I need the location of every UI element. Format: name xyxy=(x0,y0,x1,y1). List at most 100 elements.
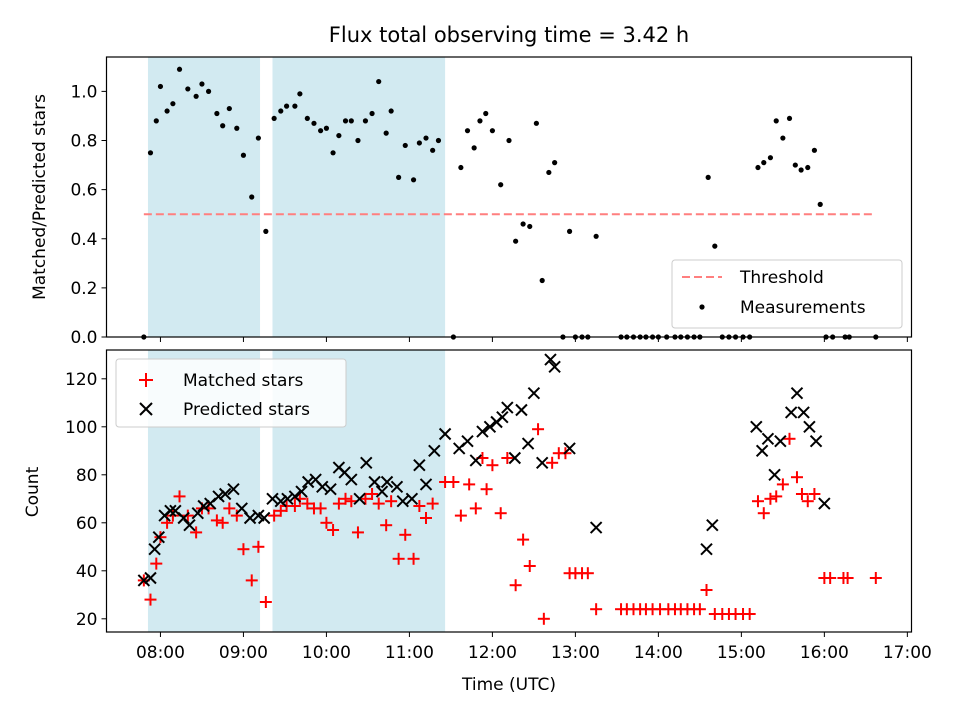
predicted-point xyxy=(809,434,823,448)
predicted-point xyxy=(755,444,769,458)
measurement-point xyxy=(396,174,402,180)
measurement-point xyxy=(383,130,389,136)
matched-point xyxy=(776,478,789,491)
matched-point xyxy=(801,495,814,508)
measurement-point xyxy=(430,147,436,153)
measurement-point xyxy=(388,108,394,114)
predicted-point xyxy=(197,499,210,513)
predicted-point xyxy=(496,410,509,424)
predicted-point xyxy=(324,482,337,496)
matched-point xyxy=(869,572,882,584)
threshold-legend-label: Threshold xyxy=(739,268,824,288)
predicted-point xyxy=(413,458,426,472)
measurement-point xyxy=(520,221,526,227)
measurement-point xyxy=(780,135,786,141)
measurement-point xyxy=(566,228,573,234)
matched-point xyxy=(494,507,507,520)
measurement-point xyxy=(546,169,552,176)
predicted-point xyxy=(476,425,489,438)
predicted-point xyxy=(803,420,816,434)
measurement-point xyxy=(249,194,255,200)
matched-point xyxy=(190,526,203,539)
measurement-point xyxy=(533,120,539,126)
measurement-point xyxy=(157,83,164,90)
top-y-axis: 0.0 0.2 0.4 0.6 0.8 1.0 xyxy=(70,82,107,348)
bottom-y-tick-label: 80 xyxy=(76,466,98,486)
measurement-point xyxy=(263,228,269,234)
matched-point xyxy=(537,612,550,625)
bottom-legend-box xyxy=(115,358,347,428)
matched-point xyxy=(345,495,358,508)
top-bands xyxy=(147,57,446,337)
measurement-point xyxy=(817,201,823,207)
matched-point xyxy=(743,608,756,620)
bottom-x-tick-label: 14:00 xyxy=(634,643,683,663)
predicted-point xyxy=(257,511,271,525)
predicted-series xyxy=(137,353,831,587)
top-x-ticks xyxy=(159,337,908,342)
matched-point xyxy=(351,526,364,539)
matched-point xyxy=(230,509,243,522)
matched-point xyxy=(532,423,545,436)
measurement-point xyxy=(255,135,261,141)
predicted-point xyxy=(818,497,831,510)
matched-point xyxy=(372,497,385,510)
predicted-point xyxy=(288,490,302,503)
observing-band-2 xyxy=(272,57,446,337)
predicted-point xyxy=(360,456,373,470)
measurement-point xyxy=(164,108,170,114)
matched-point xyxy=(327,524,340,536)
matched-point xyxy=(790,471,803,484)
matched-point xyxy=(463,478,476,491)
matched-point xyxy=(154,531,167,544)
matched-point xyxy=(237,543,250,556)
bottom-x-axis: 08:00 09:00 10:00 11:00 12:00 13:00 14:00 15:00… xyxy=(136,632,932,663)
measurement-point xyxy=(798,167,804,173)
predicted-point xyxy=(266,492,279,506)
predicted-point xyxy=(144,571,157,585)
predicted-point xyxy=(750,420,763,434)
predicted-point xyxy=(212,490,225,503)
matched-point xyxy=(359,492,372,505)
predicted-point xyxy=(761,432,775,446)
measurement-point xyxy=(342,118,349,124)
predicted-point xyxy=(508,451,522,465)
measurements-legend-label: Measurements xyxy=(740,298,866,318)
measurement-point xyxy=(402,142,408,149)
measurement-point xyxy=(170,101,176,107)
matched-point xyxy=(380,519,393,532)
bottom-y-tick-label: 40 xyxy=(76,562,98,582)
matched-point xyxy=(332,497,345,510)
predicted-point xyxy=(137,574,151,587)
predicted-point xyxy=(243,511,257,525)
measurement-point xyxy=(416,140,422,146)
bottom-x-tick-label: 08:00 xyxy=(136,643,185,663)
predicted-point xyxy=(563,442,576,455)
matched-point xyxy=(392,552,405,565)
predicted-point xyxy=(227,482,240,496)
matched-point xyxy=(841,572,854,584)
measurement-point xyxy=(362,118,369,124)
top-y-tick-label: 0.4 xyxy=(70,230,97,250)
matched-point xyxy=(486,459,499,472)
measurement-point xyxy=(376,78,382,85)
measurement-point xyxy=(464,128,471,134)
predicted-point xyxy=(784,406,798,419)
measurement-point xyxy=(240,152,247,158)
predicted-point xyxy=(515,403,528,417)
measurement-point xyxy=(477,118,483,124)
measurement-point xyxy=(193,93,199,99)
measurement-point xyxy=(435,137,442,144)
matched-point xyxy=(590,603,603,616)
measurement-point xyxy=(539,277,545,284)
top-plot-frame xyxy=(105,56,913,338)
bottom-x-tick-label: 17:00 xyxy=(883,643,932,663)
matched-point xyxy=(268,509,281,522)
measurement-point xyxy=(278,108,284,114)
top-y-tick-label: 0.6 xyxy=(70,181,97,201)
measurement-point xyxy=(283,103,290,109)
measurement-point xyxy=(297,91,303,97)
predicted-point xyxy=(316,480,329,494)
measurement-point xyxy=(811,147,818,153)
matched-point xyxy=(314,502,327,515)
